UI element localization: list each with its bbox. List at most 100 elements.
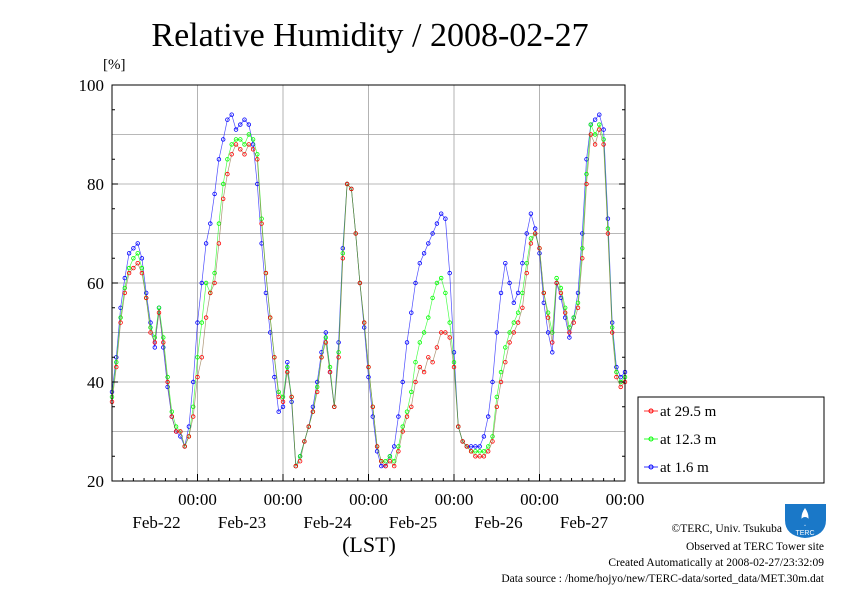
data-point (392, 444, 397, 449)
data-point (511, 300, 516, 305)
data-point (417, 261, 422, 266)
data-point (148, 320, 153, 325)
data-point (220, 196, 226, 201)
data-point (323, 335, 328, 340)
data-point (528, 241, 534, 246)
data-point (336, 355, 341, 360)
x-tick-time: 00:00 (606, 490, 645, 509)
data-point (524, 261, 529, 266)
data-point (379, 459, 384, 464)
data-point (374, 444, 380, 449)
data-point (541, 290, 546, 296)
data-point (477, 449, 482, 454)
data-point (340, 256, 345, 261)
data-point (443, 290, 448, 296)
data-point (203, 241, 209, 246)
legend-swatch-marker (648, 464, 654, 470)
data-point (421, 251, 427, 256)
data-point (135, 251, 140, 256)
data-point (255, 157, 260, 162)
legend-swatch-marker (648, 408, 654, 414)
data-point (550, 340, 555, 345)
data-point (126, 265, 132, 271)
data-point (413, 379, 418, 385)
data-point (306, 424, 311, 429)
data-point (280, 394, 286, 400)
x-tick-day: Feb-25 (389, 513, 437, 532)
data-point (456, 424, 461, 429)
data-point (143, 295, 149, 301)
data-point (498, 379, 504, 385)
data-point (225, 157, 230, 162)
data-point (515, 310, 521, 315)
data-point (285, 369, 290, 375)
data-point (272, 355, 277, 360)
created-text: Created Automatically at 2008-02-27/23:3… (608, 557, 824, 569)
data-point (131, 256, 136, 261)
data-point (413, 360, 418, 365)
data-point (238, 137, 243, 142)
data-point (515, 320, 521, 325)
data-point (276, 394, 281, 400)
data-point (165, 384, 170, 390)
data-point (208, 290, 213, 296)
data-point (323, 340, 328, 345)
data-point (135, 241, 140, 246)
data-point (545, 310, 551, 315)
x-tick-time: 00:00 (349, 490, 388, 509)
terc-logo: TERC (785, 504, 826, 538)
data-point (250, 147, 256, 152)
x-axis: 00:00Feb-2200:00Feb-2300:00Feb-2400:00Fe… (111, 474, 645, 532)
data-point (439, 275, 444, 281)
x-tick-day: Feb-22 (132, 513, 180, 532)
data-point (310, 409, 316, 414)
data-point (614, 374, 619, 380)
legend-box (637, 396, 825, 484)
data-point (327, 364, 333, 370)
data-point (396, 414, 401, 419)
data-point (490, 439, 495, 444)
data-point (545, 330, 551, 335)
data-point (503, 360, 508, 365)
data-point (357, 280, 363, 286)
data-point (558, 290, 564, 296)
data-point (169, 409, 174, 414)
data-point (131, 246, 136, 251)
legend: at 29.5 m at 12.3 m at 1.6 m (637, 396, 825, 484)
x-tick-day: Feb-24 (303, 513, 352, 532)
legend-label: at 29.5 m (660, 404, 717, 420)
x-tick-day: Feb-26 (474, 513, 522, 532)
data-point (584, 171, 589, 177)
data-point (550, 350, 555, 355)
data-point (156, 305, 162, 310)
data-point (588, 132, 593, 137)
y-tick-label: 100 (79, 76, 105, 95)
data-point (520, 261, 525, 266)
legend-swatch-marker (648, 436, 654, 442)
data-point (315, 379, 320, 385)
data-point (216, 241, 222, 246)
source-text: Data source : /home/hojyo/new/TERC-data/… (501, 573, 824, 585)
logo-text: TERC (795, 530, 814, 537)
data-point (477, 454, 482, 459)
data-point (524, 231, 529, 236)
data-point (481, 434, 487, 439)
x-axis-label: (LST) (342, 532, 396, 557)
data-point (353, 231, 358, 236)
data-point (220, 137, 226, 142)
data-point (605, 216, 611, 221)
data-point (443, 216, 448, 221)
data-point (297, 454, 303, 459)
observed-text: Observed at TERC Tower site (686, 541, 824, 553)
series-line (111, 128, 626, 467)
data-point (238, 122, 243, 127)
data-point (601, 127, 606, 132)
data-point (554, 280, 559, 286)
data-point (190, 414, 196, 419)
data-point (233, 142, 239, 147)
data-point (349, 186, 354, 192)
data-point (374, 449, 380, 454)
data-point (392, 463, 397, 469)
data-point (571, 320, 576, 325)
data-point (580, 246, 585, 251)
